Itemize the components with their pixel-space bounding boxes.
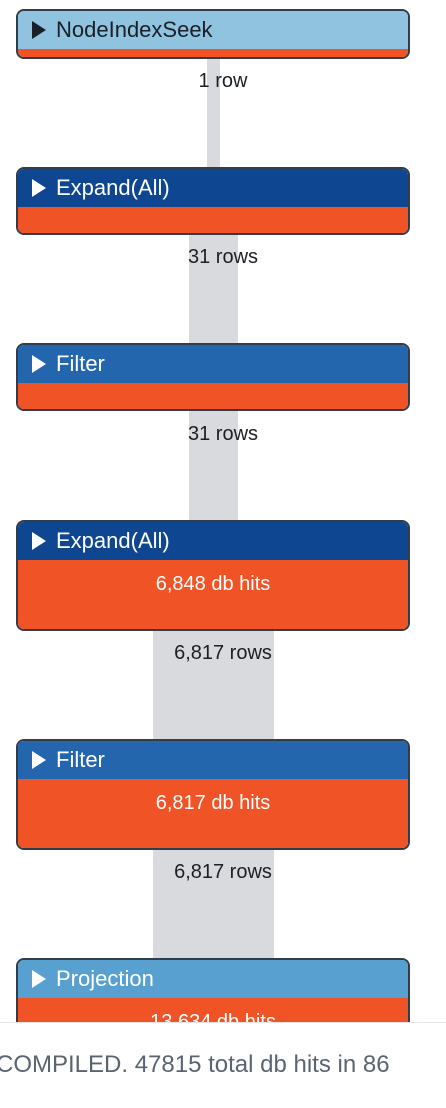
edge-rows-label: 1 row: [0, 70, 446, 93]
operator-header[interactable]: NodeIndexSeek: [18, 11, 408, 49]
operator-body: [18, 383, 408, 409]
operator-body: 6,817 db hits: [18, 779, 408, 848]
expand-triangle-icon[interactable]: [32, 355, 46, 373]
operator-expand-all[interactable]: Expand(All) 6,848 db hits: [16, 520, 410, 631]
db-hits-label: 6,848 db hits: [156, 573, 271, 595]
operator-header[interactable]: Expand(All): [18, 169, 408, 207]
operator-body: [18, 207, 408, 233]
edge-rows-label: 31 rows: [0, 246, 446, 269]
operator-header[interactable]: Filter: [18, 741, 408, 779]
db-hits-label: 6,817 db hits: [156, 792, 271, 814]
operator-header[interactable]: Expand(All): [18, 522, 408, 560]
status-bar: COMPILED. 47815 total db hits in 86: [0, 1022, 446, 1108]
expand-triangle-icon[interactable]: [32, 532, 46, 550]
operator-label: Expand(All): [56, 528, 170, 554]
operator-label: Expand(All): [56, 175, 170, 201]
operator-expand-all[interactable]: Expand(All): [16, 167, 410, 235]
expand-triangle-icon[interactable]: [32, 751, 46, 769]
operator-filter[interactable]: Filter 6,817 db hits: [16, 739, 410, 850]
expand-triangle-icon[interactable]: [32, 21, 46, 39]
edge-rows-label: 6,817 rows: [0, 642, 446, 665]
operator-label: NodeIndexSeek: [56, 17, 213, 43]
operator-header[interactable]: Projection: [18, 960, 408, 998]
expand-triangle-icon[interactable]: [32, 179, 46, 197]
operator-label: Filter: [56, 747, 105, 773]
edge-rows-label: 31 rows: [0, 423, 446, 446]
operator-label: Projection: [56, 966, 154, 992]
operator-body: 6,848 db hits: [18, 560, 408, 629]
expand-triangle-icon[interactable]: [32, 970, 46, 988]
status-text: COMPILED. 47815 total db hits in 86: [0, 1051, 390, 1079]
operator-filter[interactable]: Filter: [16, 343, 410, 411]
edge-rows-label: 6,817 rows: [0, 861, 446, 884]
operator-body: [18, 49, 408, 57]
operator-node-index-seek[interactable]: NodeIndexSeek: [16, 9, 410, 59]
operator-label: Filter: [56, 351, 105, 377]
operator-header[interactable]: Filter: [18, 345, 408, 383]
